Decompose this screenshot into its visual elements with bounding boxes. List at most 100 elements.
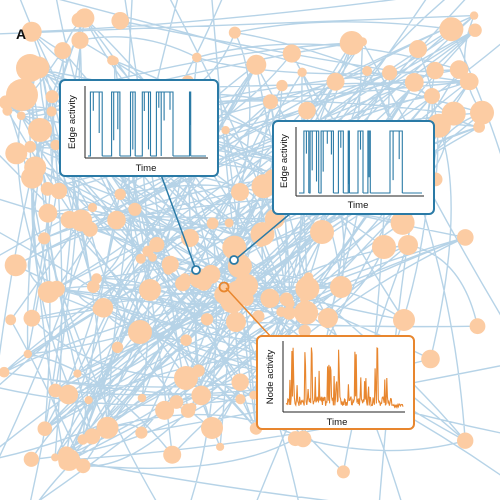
inset-edge-right: Time Edge activity (272, 120, 435, 215)
edge-marker-right (229, 255, 239, 265)
network-node (336, 465, 350, 479)
network-node (73, 369, 82, 378)
network-node (135, 253, 146, 264)
y-axis-label: Edge activity (67, 95, 78, 149)
network-node (216, 442, 225, 451)
network-node (4, 254, 27, 277)
network-node (372, 235, 396, 259)
network-node (87, 280, 100, 294)
network-node (180, 403, 196, 418)
network-node (195, 274, 212, 291)
network-node (5, 314, 17, 326)
inset-box (256, 335, 415, 430)
network-node (175, 276, 191, 292)
network-node (226, 312, 246, 332)
network-node (38, 232, 51, 245)
network-node (362, 66, 373, 76)
network-node (276, 306, 287, 317)
network-node (2, 105, 13, 116)
network-node (71, 12, 87, 28)
network-node (284, 298, 295, 309)
connector-node (225, 287, 273, 339)
network-node (174, 366, 198, 390)
network-node (228, 26, 241, 39)
network-node (231, 373, 249, 391)
network-node (234, 273, 259, 298)
network-node (468, 23, 482, 37)
network-node (235, 394, 246, 405)
network-node (310, 220, 334, 244)
edge-activity-trace (88, 91, 206, 157)
network-node (87, 202, 98, 213)
network-node (50, 182, 68, 200)
network-node (393, 309, 415, 331)
network-node (249, 390, 259, 400)
panel-letter: A (16, 26, 26, 42)
network-node (398, 235, 418, 255)
network-node (50, 139, 61, 151)
network-node (114, 188, 126, 200)
network-node (449, 60, 469, 79)
network-node (300, 295, 309, 304)
network-node (84, 428, 101, 445)
network-node (23, 451, 39, 467)
network-node (6, 79, 38, 111)
network-node (276, 79, 288, 92)
network-node (263, 94, 278, 110)
network-node (297, 67, 307, 78)
network-node (60, 210, 79, 229)
network-node (28, 118, 52, 142)
network-node (139, 279, 161, 301)
network-node (163, 445, 182, 464)
edge-marker-left (191, 265, 201, 275)
network-node (339, 31, 364, 55)
y-axis-label: Edge activity (279, 134, 290, 188)
network-node (404, 73, 424, 92)
network-node (318, 308, 338, 328)
network-node (40, 182, 55, 196)
network-nodes (0, 8, 494, 479)
network-node (231, 183, 249, 201)
network-node (326, 72, 345, 91)
network-node (263, 226, 272, 235)
network-node (58, 384, 79, 405)
connector-edge-left (159, 171, 197, 271)
network-node (155, 400, 175, 420)
network-node (84, 396, 93, 405)
network-node (5, 142, 28, 165)
network-node (110, 56, 119, 66)
network-node (421, 349, 440, 369)
network-node (330, 276, 352, 298)
network-node (470, 100, 494, 125)
network-node (222, 235, 247, 260)
network-node (298, 101, 316, 120)
inset-box (59, 79, 219, 177)
network-node (111, 341, 124, 353)
network-node (457, 432, 474, 449)
x-axis-label: Time (136, 163, 157, 174)
network-node (282, 44, 301, 63)
network-node (409, 40, 427, 58)
network-node (469, 318, 486, 335)
connectors (159, 171, 292, 339)
network-node (457, 229, 474, 246)
network-node (201, 417, 223, 439)
network-node (358, 37, 367, 47)
network-node (93, 298, 114, 318)
network-node (48, 280, 65, 298)
network-node (224, 218, 234, 228)
network-node (54, 42, 72, 60)
network-node (287, 431, 303, 447)
network-node (128, 320, 152, 344)
network-node (37, 421, 53, 437)
network-node (206, 217, 219, 230)
connector-edge-right (235, 212, 292, 260)
network-node (107, 210, 126, 230)
network-node (23, 349, 32, 359)
network-node (111, 11, 129, 30)
network-node (38, 203, 58, 223)
network-node (0, 366, 10, 378)
